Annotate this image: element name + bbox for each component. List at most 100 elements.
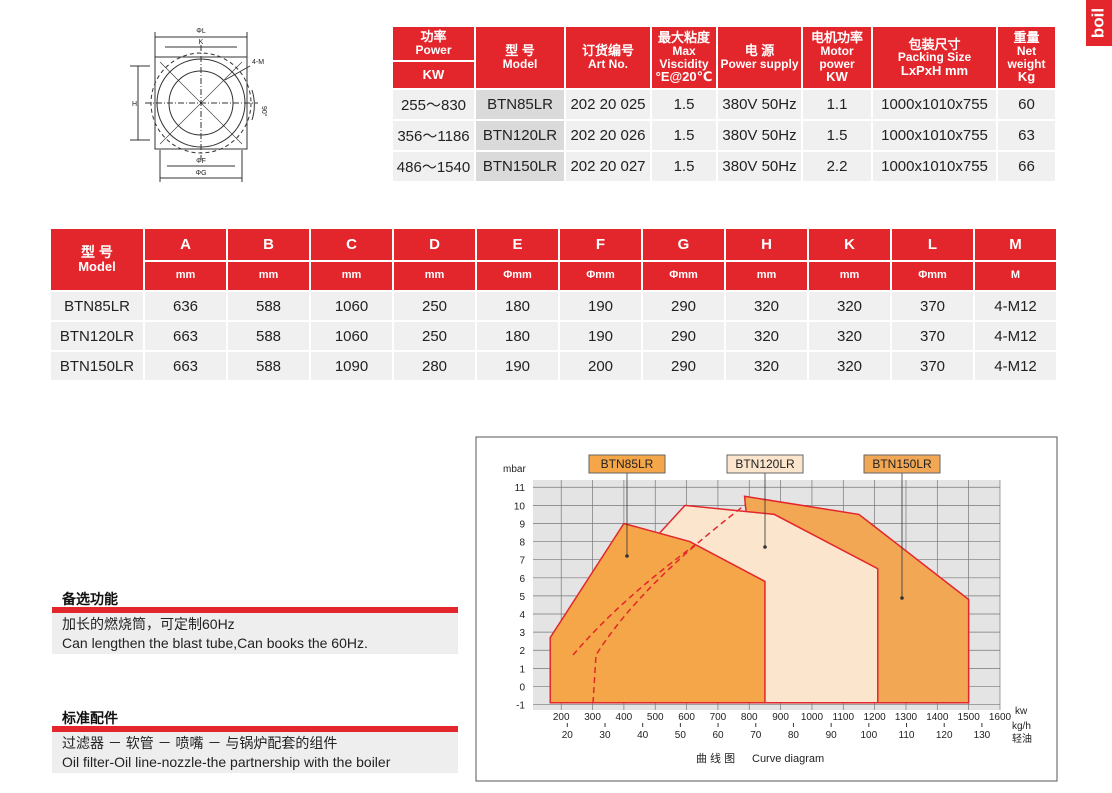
x2-axis-sublabel: 轻油 [1012,732,1032,745]
x-tick-label: 500 [647,712,664,723]
dim-label: K [199,39,204,46]
cell: 370 [892,352,973,380]
header-row: 功率 Power 型 号 Model 订货编号 Art No. 最大粘度 Max Viscid… [393,27,1055,88]
x-tick-label: 900 [772,712,789,723]
cell: BTN150LR [51,352,143,380]
x-tick-label: 1400 [926,712,949,723]
header-zh: 订货编号 [581,43,634,59]
header-zh: 重量 [1013,30,1040,46]
header-cell: 型 号 Model [51,229,143,290]
x-tick-label: 800 [741,712,758,723]
dim-label: 90° [260,106,268,117]
header-cell: H [726,229,807,260]
cell: BTN85LR [476,90,564,119]
header-en: Net weight [1007,43,1046,71]
cell: 200 [560,352,641,380]
section-line: Oil filter-Oil line-nozzle-the partnersh… [52,754,458,773]
header-row: mm mm mm mm Φmm Φmm Φmm mm mm Φmm M [51,262,1056,290]
x-tick-label: 400 [616,712,633,723]
header-en: Power supply [720,57,799,72]
header-unit: Kg [1017,69,1036,85]
cell: 180 [477,322,558,350]
cell: 1090 [311,352,392,380]
y-tick-label: 7 [519,556,525,567]
cell: 1060 [311,322,392,350]
header-cell: F [560,229,641,260]
cell: 356～1186 [393,121,474,150]
x2-tick-label: 70 [750,730,762,741]
cell: 250 [394,322,475,350]
x-tick-label: 1300 [895,712,918,723]
cell: 60 [998,90,1055,119]
header-en: Packing Size [897,50,972,65]
header-en: Power [415,43,452,58]
leader-dot [763,545,767,549]
cell: 190 [477,352,558,380]
legend-box [726,454,804,474]
header-unit: °E@20℃ [655,69,713,85]
unit-cell: Φmm [643,262,724,290]
section-bar [52,726,458,732]
cell: 202 20 026 [566,121,650,150]
spec-table: 功率 Power 型 号 Model 订货编号 Art No. 最大粘度 Max Viscid… [391,25,1057,183]
x-tick-label: 1100 [833,712,855,723]
cell: 663 [145,352,226,380]
header-cell: G [643,229,724,260]
cell: 370 [892,292,973,320]
header-en: Model [502,57,538,72]
cell: 255～830 [393,90,474,119]
section-line: 加长的燃烧筒，可定制60Hz [52,613,458,635]
dashed-curves [572,504,746,704]
header-unit: KW [422,67,445,83]
header-zh: 包装尺寸 [908,36,961,52]
cell: 66 [998,152,1055,181]
header-row: KW [393,62,1055,88]
leader-dot [625,554,629,558]
cell: 202 20 027 [566,152,650,181]
cell: 588 [228,292,309,320]
header-unit: LxPxH mm [900,62,969,78]
caption-en: Curve diagram [752,753,824,765]
logo-box [1086,0,1112,46]
section-title: 标准配件 [62,710,118,726]
section-bar [52,607,458,613]
header-cell: D [394,229,475,260]
cell: 1000x1010x755 [873,90,996,119]
cell: 290 [643,322,724,350]
data-row: BTN120LR 663 588 1060 250 180 190 290 320 320 370 4… [51,322,1056,350]
leader-dot [900,596,904,600]
cell: BTN120LR [51,322,143,350]
cell: 280 [394,352,475,380]
y-tick-label: 0 [519,682,525,693]
y-tick-label: 4 [519,610,525,621]
cell: 370 [892,322,973,350]
data-row: BTN85LR 636 588 1060 250 180 190 290 320 320 370 4-… [51,292,1056,320]
x2-tick-label: 60 [713,730,725,741]
header-zh: 型 号 [81,244,113,261]
y-tick-label: 1 [519,664,525,675]
caption-zh: 曲 线 图 [696,751,735,765]
y-tick-label: 6 [519,574,525,585]
header-cell: A [145,229,226,260]
cell: 4-M12 [975,322,1056,350]
header-zh: 型 号 [505,43,535,59]
x2-tick-label: 20 [562,730,574,741]
header-cell: K [809,229,890,260]
cell: 320 [809,322,890,350]
legend-box [863,454,941,474]
cell: 1.5 [803,121,871,150]
header-en: Motor power [819,43,855,71]
cell: 320 [809,292,890,320]
header-cell: 订货编号 Art No. [566,27,650,88]
cell: 1.1 [803,90,871,119]
unit-cell: M [975,262,1056,290]
cell: 1.5 [652,121,716,150]
header-cell: L [892,229,973,260]
header-cell: C [311,229,392,260]
cell: 588 [228,322,309,350]
data-row: 255～830 BTN85LR 202 20 025 1.5 380V 50Hz 1.1 1… [393,90,1055,119]
x-axis-label: kw [1015,706,1028,717]
x2-axis-label: kg/h [1012,721,1031,732]
